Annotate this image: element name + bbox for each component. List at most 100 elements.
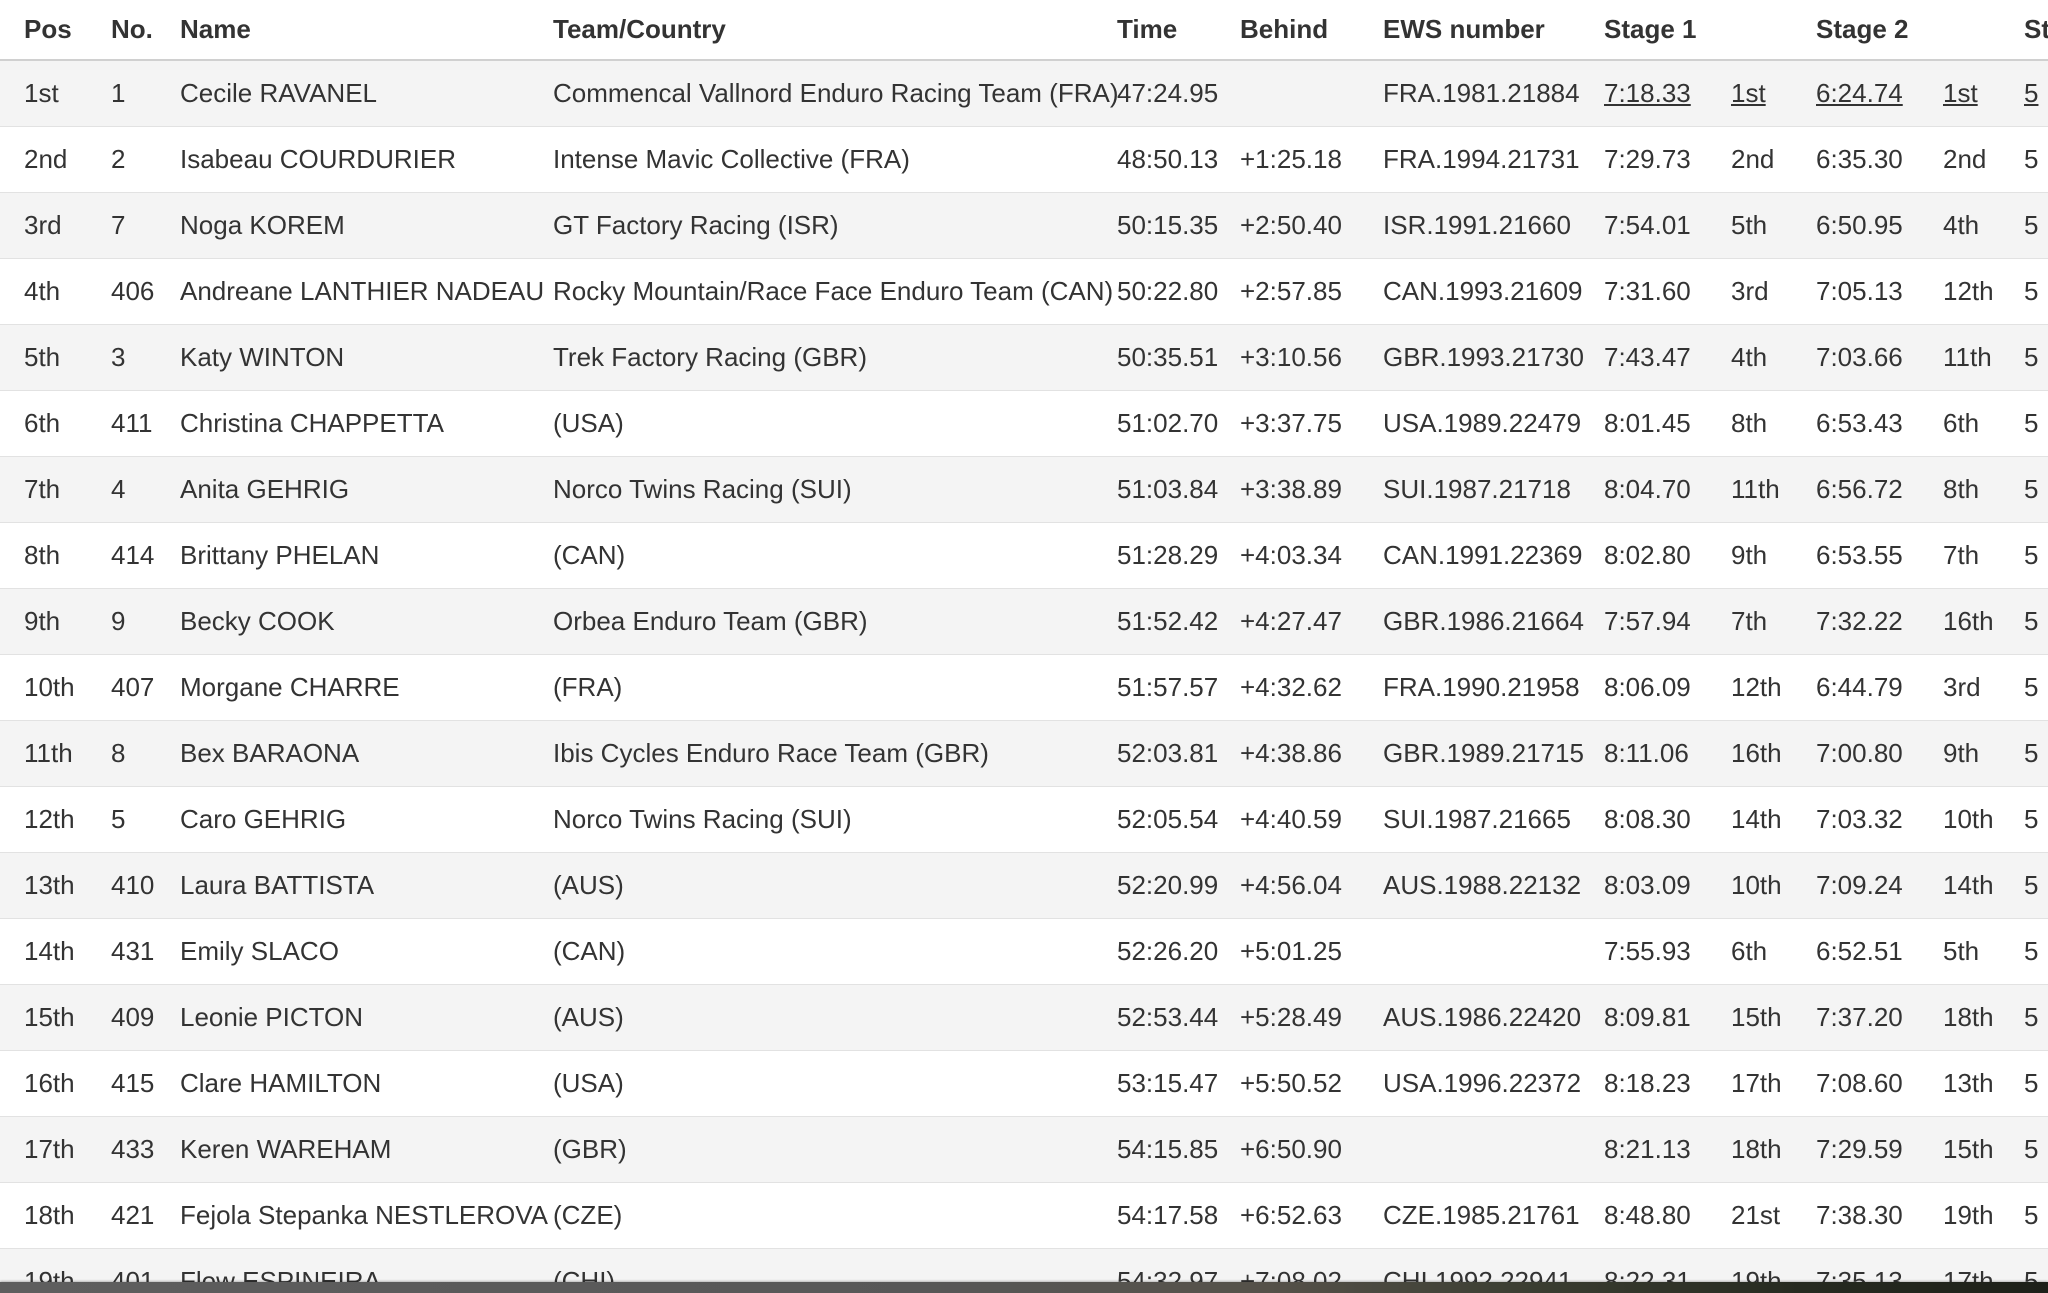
cell-rider-number: 1 (111, 77, 126, 108)
cell-ews-number: CAN.1991.22369 (1383, 521, 1604, 588)
cell-stage2-rank: 11th (1943, 323, 2024, 390)
cell-rider-number: 433 (111, 1115, 180, 1182)
col-header-stage1: Stage 1 (1604, 0, 1731, 61)
cell-stage3-time: 5 (2024, 257, 2048, 324)
cell-stage2-rank: 6th (1943, 389, 2024, 456)
cell-rider-number: 421 (111, 1181, 180, 1248)
cell-rider-number: 414 (111, 521, 180, 588)
cell-stage1-time: 8:11.06 (1604, 719, 1731, 786)
cell-position: 11th (0, 719, 111, 786)
cell-ews-number: GBR.1986.21664 (1383, 587, 1604, 654)
cell-stage1-rank: 18th (1731, 1115, 1816, 1182)
cell-stage3-time: 5 (2024, 1181, 2048, 1248)
cell-stage2-time[interactable]: 6:24.74 (1816, 77, 1903, 108)
cell-stage2-time: 7:03.66 (1816, 323, 1943, 390)
cell-stage3-time: 5 (2024, 323, 2048, 390)
cell-behind-gap: +2:57.85 (1240, 257, 1383, 324)
table-row: 3rd 7 Noga KOREM GT Factory Racing (ISR)… (0, 191, 2048, 258)
col-header-team-country: Team/Country (553, 0, 1117, 61)
cell-stage3-time: 5 (2024, 389, 2048, 456)
cell-stage3-time[interactable]: 5 (2024, 77, 2039, 108)
table-row: 5th 3 Katy WINTON Trek Factory Racing (G… (0, 323, 2048, 390)
cell-position: 1st (24, 77, 59, 108)
cell-position: 13th (0, 851, 111, 918)
cell-behind-gap: +5:50.52 (1240, 1049, 1383, 1116)
cell-stage1-rank: 6th (1731, 917, 1816, 984)
cell-stage3-time: 5 (2024, 587, 2048, 654)
cell-total-time: 51:57.57 (1117, 653, 1240, 720)
col-header-ews-number: EWS number (1383, 0, 1604, 61)
cell-stage1-time: 8:09.81 (1604, 983, 1731, 1050)
cell-behind-gap: +6:50.90 (1240, 1115, 1383, 1182)
cell-stage2-time: 6:53.43 (1816, 389, 1943, 456)
cell-position: 4th (0, 257, 111, 324)
table-row: 17th 433 Keren WAREHAM (GBR) 54:15.85 +6… (0, 1115, 2048, 1182)
cell-stage2-time: 6:53.55 (1816, 521, 1943, 588)
table-row: 4th 406 Andreane LANTHIER NADEAU Rocky M… (0, 257, 2048, 324)
cell-stage2-rank: 8th (1943, 455, 2024, 522)
cell-stage2-rank: 15th (1943, 1115, 2024, 1182)
cell-position: 14th (0, 917, 111, 984)
cell-team-country: Norco Twins Racing (SUI) (553, 785, 1117, 852)
cell-rider-name: Katy WINTON (180, 323, 553, 390)
cell-rider-number: 4 (111, 455, 180, 522)
cell-team-country: (CAN) (553, 917, 1117, 984)
cell-rider-number: 409 (111, 983, 180, 1050)
cell-stage1-rank[interactable]: 1st (1731, 77, 1766, 108)
table-row: 18th 421 Fejola Stepanka NESTLEROVA (CZE… (0, 1181, 2048, 1248)
cell-ews-number: CZE.1985.21761 (1383, 1181, 1604, 1248)
table-row: 2nd 2 Isabeau COURDURIER Intense Mavic C… (0, 125, 2048, 192)
cell-rider-name: Andreane LANTHIER NADEAU (180, 257, 553, 324)
cell-stage2-rank: 5th (1943, 917, 2024, 984)
cell-rider-number: 3 (111, 323, 180, 390)
cell-stage1-time[interactable]: 7:18.33 (1604, 77, 1691, 108)
cell-ews-number: CAN.1993.21609 (1383, 257, 1604, 324)
cell-team-country: (AUS) (553, 983, 1117, 1050)
cell-rider-name: Bex BARAONA (180, 719, 553, 786)
cell-position: 9th (0, 587, 111, 654)
cell-stage3-time: 5 (2024, 719, 2048, 786)
cell-position: 12th (0, 785, 111, 852)
cell-stage1-rank: 9th (1731, 521, 1816, 588)
cell-rider-number: 431 (111, 917, 180, 984)
table-row: 12th 5 Caro GEHRIG Norco Twins Racing (S… (0, 785, 2048, 852)
cell-rider-number: 7 (111, 191, 180, 258)
cell-total-time: 48:50.13 (1117, 125, 1240, 192)
cell-stage1-rank: 16th (1731, 719, 1816, 786)
cell-stage2-rank[interactable]: 1st (1943, 77, 1978, 108)
cell-stage2-time: 7:00.80 (1816, 719, 1943, 786)
cell-team-country: (FRA) (553, 653, 1117, 720)
cell-stage1-rank: 11th (1731, 455, 1816, 522)
cell-rider-name: Christina CHAPPETTA (180, 389, 553, 456)
cell-position: 8th (0, 521, 111, 588)
cell-team-country: (CAN) (553, 521, 1117, 588)
cell-team-country: (USA) (553, 1049, 1117, 1116)
cell-position: 2nd (0, 125, 111, 192)
cell-stage2-rank: 4th (1943, 191, 2024, 258)
cell-stage2-time: 7:09.24 (1816, 851, 1943, 918)
cell-position: 6th (0, 389, 111, 456)
col-header-stage1-rank (1731, 0, 1816, 61)
cell-total-time: 54:17.58 (1117, 1181, 1240, 1248)
cell-stage1-time: 7:54.01 (1604, 191, 1731, 258)
cell-total-time: 51:03.84 (1117, 455, 1240, 522)
cell-stage3-time: 5 (2024, 1115, 2048, 1182)
cell-rider-name: Emily SLACO (180, 917, 553, 984)
col-header-name: Name (180, 0, 553, 61)
cell-stage1-time: 8:01.45 (1604, 389, 1731, 456)
cell-stage3-time: 5 (2024, 521, 2048, 588)
cell-total-time: 52:53.44 (1117, 983, 1240, 1050)
cell-behind-gap: +3:38.89 (1240, 455, 1383, 522)
cell-stage1-time: 7:29.73 (1604, 125, 1731, 192)
cell-total-time: 51:52.42 (1117, 587, 1240, 654)
cell-stage3-time: 5 (2024, 785, 2048, 852)
cell-ews-number: FRA.1994.21731 (1383, 125, 1604, 192)
cell-ews-number: FRA.1990.21958 (1383, 653, 1604, 720)
cell-stage3-time: 5 (2024, 125, 2048, 192)
cell-stage1-rank: 15th (1731, 983, 1816, 1050)
table-row: 15th 409 Leonie PICTON (AUS) 52:53.44 +5… (0, 983, 2048, 1050)
cell-rider-number: 5 (111, 785, 180, 852)
cell-total-time: 47:24.95 (1117, 77, 1219, 108)
bottom-edge-bar (0, 1282, 2048, 1293)
